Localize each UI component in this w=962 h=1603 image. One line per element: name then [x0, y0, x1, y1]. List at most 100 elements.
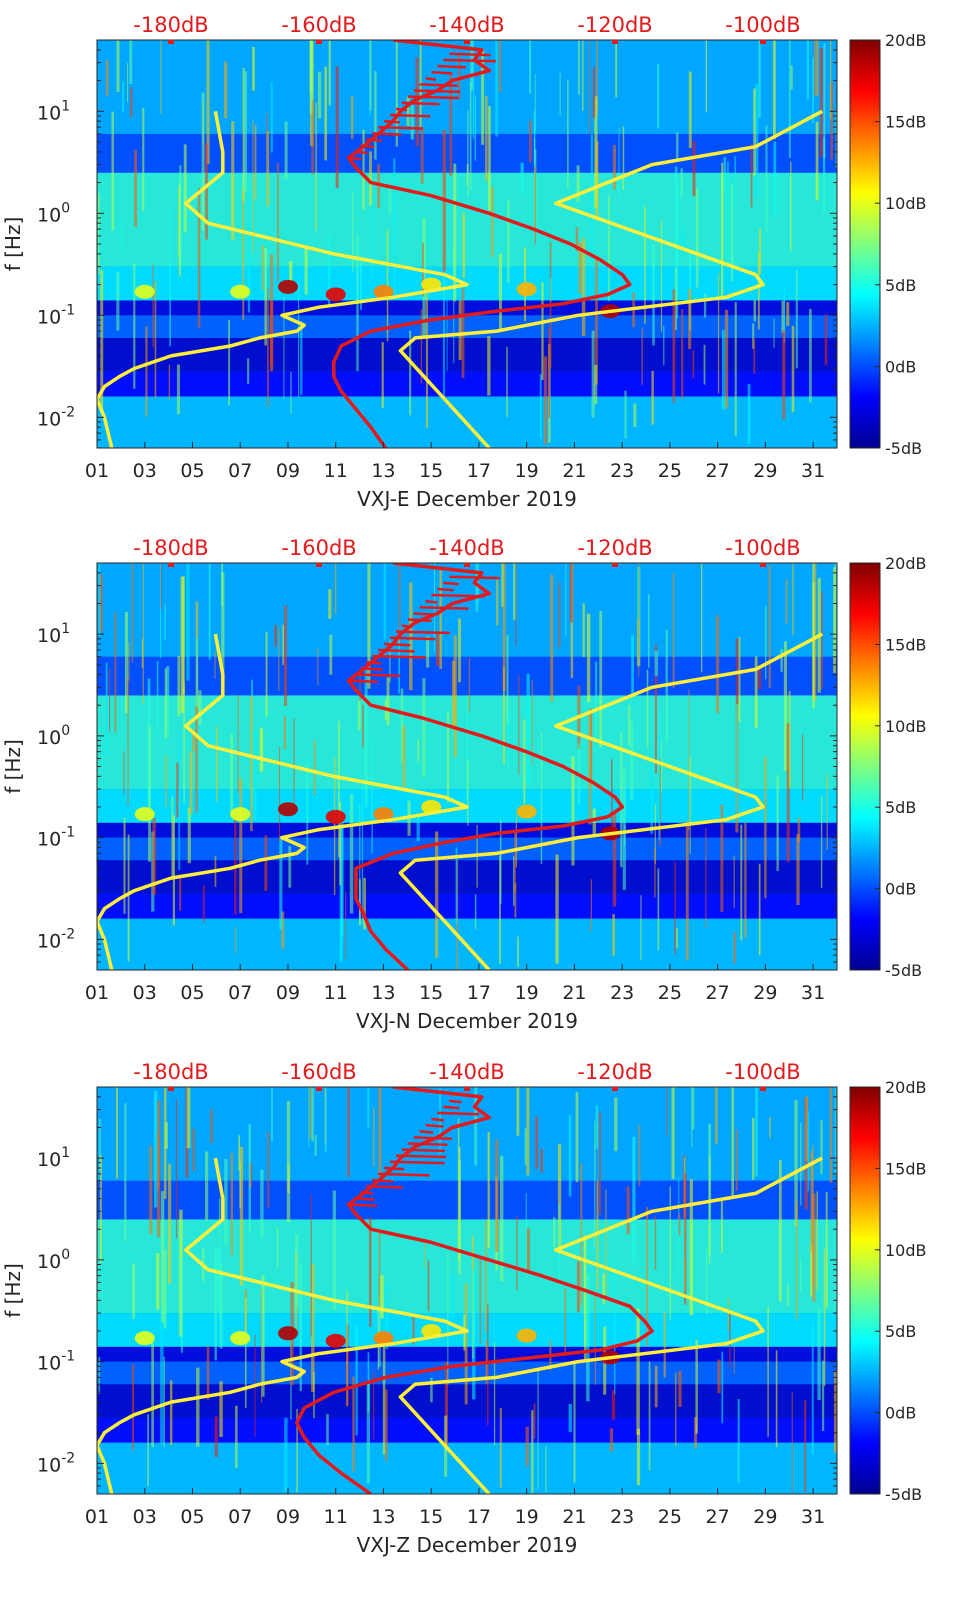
top-tick	[464, 1087, 470, 1091]
colorbar-tick-label: 0dB	[885, 357, 916, 376]
heatmap-streak	[284, 121, 288, 180]
heatmap-blob	[373, 807, 394, 822]
heatmap-streak	[671, 1087, 675, 1180]
y-tick-exponent: -2	[61, 404, 75, 420]
heatmap-streak	[165, 754, 167, 808]
heatmap-streak	[415, 57, 419, 147]
colorbar: 20dB 15dB 10dB 5dB 0dB -5dB	[849, 554, 927, 980]
heatmap-streak	[714, 1087, 718, 1144]
heatmap-streak	[197, 187, 201, 328]
heatmap-streak	[703, 344, 706, 385]
yellow-noise-model-line	[97, 1157, 469, 1494]
heatmap-streak	[467, 110, 469, 198]
heatmap-streak	[705, 40, 707, 113]
heatmap-streak	[130, 87, 133, 118]
heatmap-streak	[458, 1147, 461, 1275]
heatmap-streak	[569, 563, 573, 623]
heatmap-streak	[310, 1194, 312, 1337]
heatmap-streak	[324, 66, 327, 161]
heatmap-blob	[230, 1331, 251, 1346]
heatmap-streak	[374, 71, 377, 160]
heatmap-streak	[609, 1428, 614, 1452]
heatmap-streak	[221, 563, 224, 606]
heatmap-streak	[691, 1087, 695, 1130]
red-fringe	[372, 132, 402, 136]
heatmap-streak	[559, 72, 561, 116]
red-fringe	[395, 630, 450, 635]
heatmap-streak	[300, 321, 303, 395]
heatmap-streak	[270, 82, 273, 153]
x-tick-label: 25	[658, 1506, 682, 1528]
y-tick-label: 10-1	[37, 1349, 75, 1375]
heatmap-streak	[531, 1410, 534, 1493]
heatmap-streak	[176, 762, 179, 818]
heatmap-streak	[518, 674, 520, 775]
heatmap-streak	[752, 323, 755, 349]
heatmap-streak	[672, 289, 676, 403]
x-tick-label: 05	[180, 460, 204, 482]
top-tick-label: -100dB	[725, 1060, 800, 1084]
heatmap-blob	[277, 802, 298, 817]
heatmap-streak	[824, 314, 828, 366]
y-tick-mantissa: 10	[37, 204, 61, 226]
heatmap-streak	[812, 57, 814, 124]
heatmap-streak	[539, 374, 542, 439]
heatmap-streak	[160, 1191, 165, 1323]
heatmap-streak	[733, 932, 736, 964]
top-tick	[612, 563, 618, 567]
heatmap-streak	[306, 759, 309, 865]
heatmap-streak	[794, 1100, 798, 1227]
heatmap-streak	[688, 289, 692, 350]
heatmap-streak	[595, 141, 599, 221]
heatmap-streak	[260, 1169, 264, 1238]
x-tick-label: 13	[371, 982, 395, 1004]
y-tick-mantissa: 10	[37, 408, 61, 430]
heatmap-streak	[98, 563, 101, 636]
heatmap-streak	[557, 1144, 562, 1248]
top-tick-label: -180dB	[133, 536, 208, 560]
heatmap-streak	[705, 828, 707, 929]
heatmap-streak	[355, 1324, 358, 1436]
heatmap-streak	[790, 65, 793, 90]
heatmap-streak	[526, 1087, 530, 1176]
heatmap-streak	[526, 1228, 531, 1271]
heatmap-blob	[134, 1331, 155, 1346]
heatmap-streak	[759, 228, 762, 274]
heatmap-streak	[352, 1376, 355, 1472]
heatmap-streak	[196, 1367, 200, 1447]
heatmap-streak	[206, 1346, 210, 1400]
heatmap-streak	[810, 1245, 813, 1297]
heatmap-streak	[369, 151, 372, 206]
heatmap-streak	[124, 1103, 127, 1242]
heatmap-streak	[449, 73, 453, 176]
heatmap-streak	[369, 40, 371, 117]
heatmap-streak	[735, 695, 738, 816]
heatmap-streak	[765, 125, 768, 233]
heatmap-streak	[720, 804, 724, 913]
heatmap-streak	[654, 804, 656, 864]
heatmap-streak	[131, 563, 134, 663]
heatmap-streak	[553, 1217, 556, 1248]
heatmap-streak	[591, 330, 595, 418]
heatmap-streak	[466, 695, 468, 800]
heatmap-streak	[129, 40, 133, 84]
y-tick-mantissa: 10	[37, 306, 61, 328]
red-fringe	[360, 667, 383, 671]
heatmap-streak	[675, 1372, 677, 1447]
x-tick-label: 17	[467, 982, 491, 1004]
heatmap-streak	[479, 1258, 482, 1344]
heatmap-streak	[389, 640, 391, 683]
y-tick-label: 101	[37, 621, 70, 647]
heatmap-streak	[116, 271, 120, 331]
heatmap-streak	[496, 579, 499, 626]
x-tick-label: 13	[371, 1506, 395, 1528]
x-tick-label: 01	[85, 1506, 109, 1528]
x-axis-label: VXJ-Z December 2019	[357, 1533, 578, 1557]
y-axis-label: f [Hz]	[1, 1263, 25, 1318]
heatmap-streak	[309, 40, 313, 114]
heatmap-streak	[124, 612, 128, 714]
heatmap-streak	[614, 1261, 616, 1395]
heatmap-streak	[189, 751, 193, 815]
top-tick-label: -120dB	[577, 13, 652, 37]
